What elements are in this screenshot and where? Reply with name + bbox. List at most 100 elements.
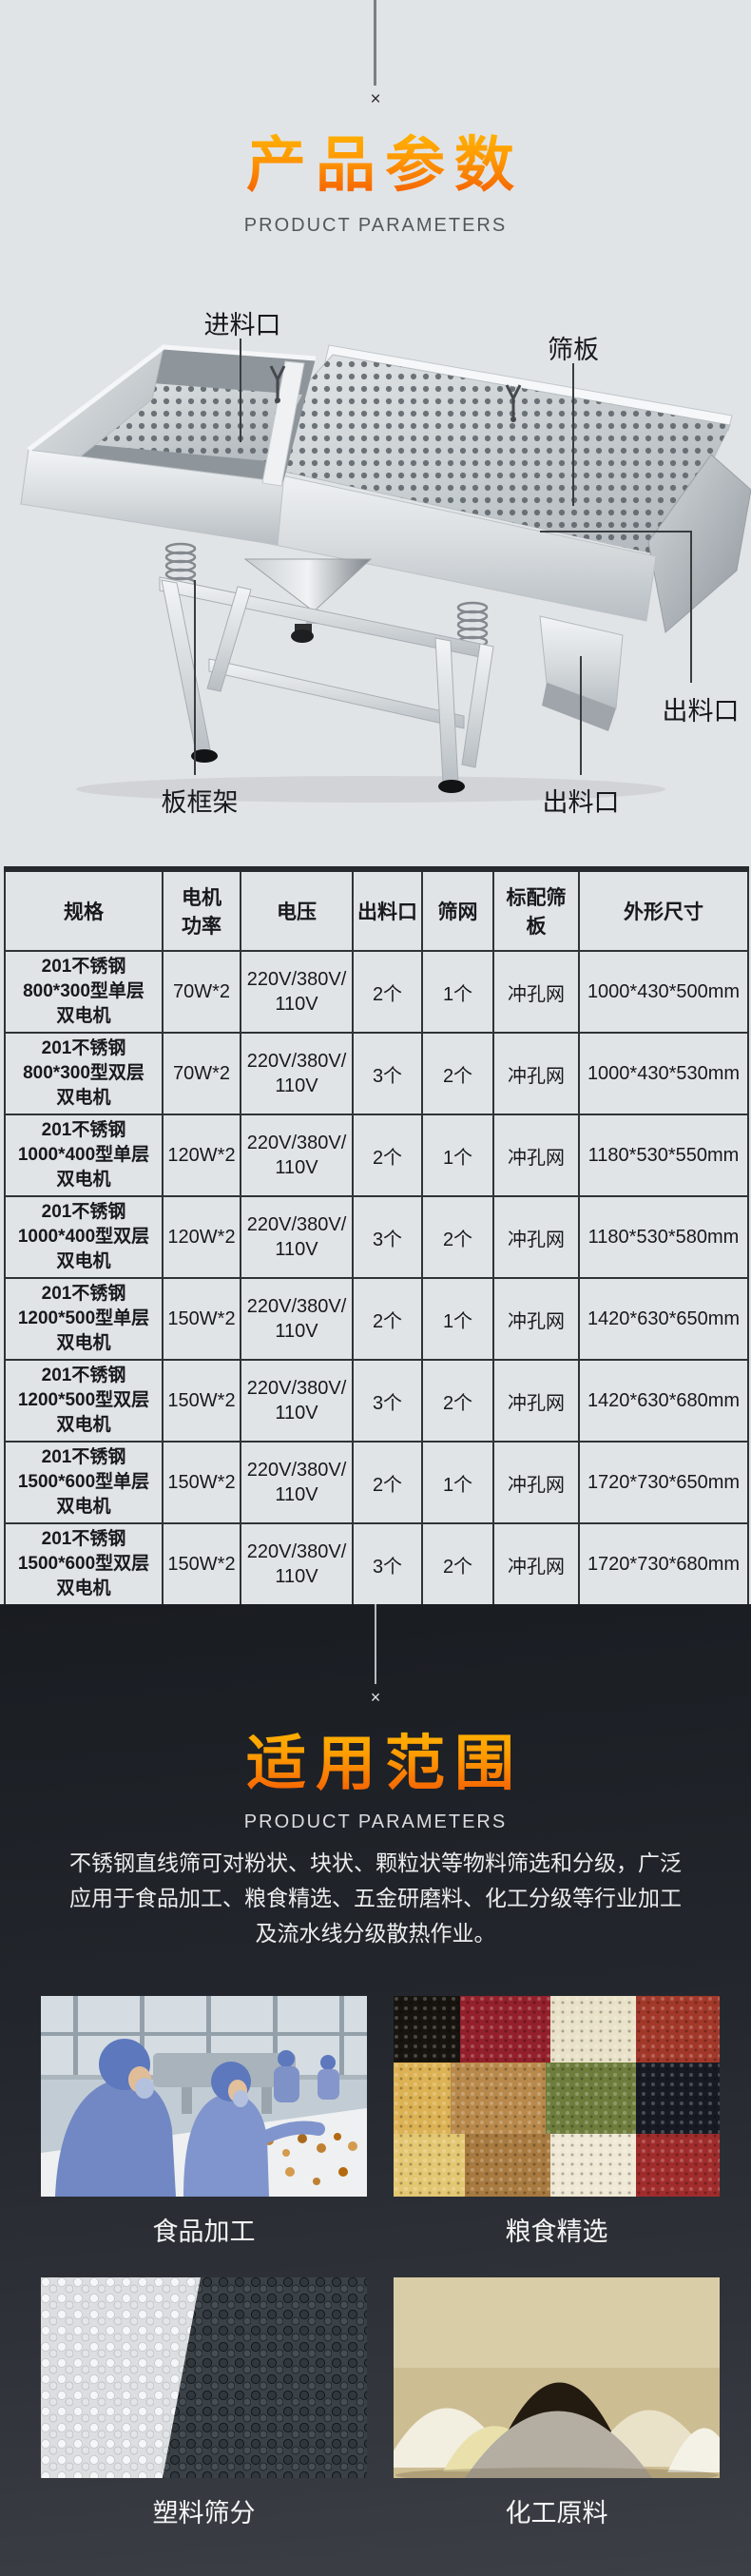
application-card-grain: 粮食精选 bbox=[394, 1996, 720, 2248]
cell-spec: 201不锈钢 800*300型双层 双电机 bbox=[4, 1032, 164, 1115]
cell-plate: 冲孔网 bbox=[492, 950, 580, 1034]
screen-deck bbox=[227, 344, 751, 633]
cell-outlets: 2个 bbox=[352, 950, 423, 1034]
table-row: 201不锈钢 1000*400型双层 双电机 120W*2 220V/380V/11… bbox=[4, 1195, 749, 1279]
cell-screens: 2个 bbox=[421, 1359, 494, 1443]
application-label: 粮食精选 bbox=[505, 2218, 608, 2246]
cell-size: 1720*730*650mm bbox=[578, 1441, 749, 1524]
application-label: 化工原料 bbox=[505, 2499, 608, 2528]
section-subtitle: PRODUCT PARAMETERS bbox=[243, 215, 508, 236]
cell-screens: 2个 bbox=[421, 1032, 494, 1115]
application-card-plastic: 塑料筛分 bbox=[41, 2277, 367, 2529]
photo-chemical-materials bbox=[394, 2277, 720, 2478]
cell-spec: 201不锈钢 1500*600型双层 双电机 bbox=[4, 1522, 164, 1606]
cell-outlets: 2个 bbox=[352, 1441, 423, 1524]
cell-outlets: 3个 bbox=[352, 1522, 423, 1606]
table-header-row: 规格 电机 功率 电压 出料口 筛网 标配筛板 外形尺寸 bbox=[4, 868, 749, 952]
header-plate: 标配筛板 bbox=[492, 868, 580, 952]
table-row: 201不锈钢 1200*500型单层 双电机 150W*2 220V/380V/11… bbox=[4, 1277, 749, 1361]
cell-power: 150W*2 bbox=[162, 1522, 241, 1606]
cell-spec: 201不锈钢 1200*500型单层 双电机 bbox=[4, 1277, 164, 1361]
divider-line-dark bbox=[375, 1604, 376, 1684]
clamp-bolts bbox=[269, 365, 522, 422]
cell-size: 1000*430*500mm bbox=[578, 950, 749, 1034]
section-application-range: × 适用范围 PRODUCT PARAMETERS 不锈钢直线筛可对粉状、块状、… bbox=[0, 1604, 751, 2576]
table-row: 201不锈钢 1500*600型双层 双电机 150W*2 220V/380V/11… bbox=[4, 1522, 749, 1606]
section-title: 产品参数 bbox=[0, 131, 751, 200]
cell-spec: 201不锈钢 800*300型单层 双电机 bbox=[4, 950, 164, 1034]
cell-plate: 冲孔网 bbox=[492, 1277, 580, 1361]
cell-size: 1420*630*680mm bbox=[578, 1359, 749, 1443]
cell-plate: 冲孔网 bbox=[492, 1032, 580, 1115]
divider-line bbox=[374, 0, 376, 86]
callout-feed-inlet: 进料口 bbox=[203, 311, 281, 339]
cell-power: 120W*2 bbox=[162, 1114, 241, 1197]
leader-outlet-right-h bbox=[540, 531, 692, 533]
cell-voltage: 220V/380V/110V bbox=[240, 1441, 354, 1524]
spec-table: 规格 电机 功率 电压 出料口 筛网 标配筛板 外形尺寸 201不锈钢 800*30… bbox=[4, 866, 749, 1606]
section-subtitle-dark: PRODUCT PARAMETERS bbox=[243, 1811, 508, 1832]
photo-food-processing bbox=[41, 1996, 367, 2197]
application-label: 食品加工 bbox=[152, 2218, 256, 2246]
cell-plate: 冲孔网 bbox=[492, 1441, 580, 1524]
cell-voltage: 220V/380V/110V bbox=[240, 1032, 354, 1115]
header-screens: 筛网 bbox=[421, 868, 494, 952]
support-frame bbox=[159, 576, 494, 793]
table-row: 201不锈钢 800*300型单层 双电机 70W*2 220V/380V/110V… bbox=[4, 950, 749, 1034]
ground-shadow bbox=[76, 776, 665, 803]
feed-hopper bbox=[20, 344, 317, 546]
cell-screens: 2个 bbox=[421, 1195, 494, 1279]
cell-screens: 1个 bbox=[421, 1277, 494, 1361]
cell-size: 1000*430*530mm bbox=[578, 1032, 749, 1115]
callout-outlet-bottom: 出料口 bbox=[542, 788, 620, 817]
cell-screens: 2个 bbox=[421, 1522, 494, 1606]
cell-spec: 201不锈钢 1200*500型双层 双电机 bbox=[4, 1359, 164, 1443]
cell-power: 150W*2 bbox=[162, 1359, 241, 1443]
cell-voltage: 220V/380V/110V bbox=[240, 950, 354, 1034]
section-title-dark: 适用范围 bbox=[0, 1730, 751, 1798]
header-motor-power: 电机 功率 bbox=[162, 868, 241, 952]
cell-plate: 冲孔网 bbox=[492, 1114, 580, 1197]
leader-feed-inlet bbox=[240, 339, 241, 442]
cell-power: 70W*2 bbox=[162, 950, 241, 1034]
application-card-food: 食品加工 bbox=[41, 1996, 367, 2248]
cell-plate: 冲孔网 bbox=[492, 1359, 580, 1443]
application-label: 塑料筛分 bbox=[152, 2499, 256, 2528]
leader-outlet-right-v bbox=[690, 531, 692, 683]
cell-outlets: 3个 bbox=[352, 1359, 423, 1443]
divider-x-mark: × bbox=[370, 89, 381, 109]
cell-size: 1180*530*550mm bbox=[578, 1114, 749, 1197]
cell-power: 150W*2 bbox=[162, 1277, 241, 1361]
header-spec: 规格 bbox=[4, 868, 164, 952]
cell-voltage: 220V/380V/110V bbox=[240, 1359, 354, 1443]
leader-screen-plate bbox=[572, 363, 574, 506]
cell-outlets: 3个 bbox=[352, 1032, 423, 1115]
leader-outlet-bottom bbox=[580, 656, 582, 775]
cell-size: 1720*730*680mm bbox=[578, 1522, 749, 1606]
application-description: 不锈钢直线筛可对粉状、块状、颗粒状等物料筛选和分级，广泛应用于食品加工、粮食精选… bbox=[69, 1850, 682, 1946]
cell-voltage: 220V/380V/110V bbox=[240, 1277, 354, 1361]
header-voltage: 电压 bbox=[240, 868, 354, 952]
cell-power: 120W*2 bbox=[162, 1195, 241, 1279]
callout-frame: 板框架 bbox=[161, 788, 239, 817]
divider-x-mark-dark: × bbox=[370, 1688, 381, 1707]
photo-grain-selection bbox=[394, 1996, 720, 2197]
cell-power: 70W*2 bbox=[162, 1032, 241, 1115]
table-row: 201不锈钢 1000*400型单层 双电机 120W*2 220V/380V/11… bbox=[4, 1114, 749, 1197]
table-row: 201不锈钢 1500*600型单层 双电机 150W*2 220V/380V/11… bbox=[4, 1441, 749, 1524]
cell-screens: 1个 bbox=[421, 1441, 494, 1524]
callout-outlet-right: 出料口 bbox=[662, 697, 740, 726]
cell-outlets: 3个 bbox=[352, 1195, 423, 1279]
cell-spec: 201不锈钢 1500*600型单层 双电机 bbox=[4, 1441, 164, 1524]
header-outlets: 出料口 bbox=[352, 868, 423, 952]
header-size: 外形尺寸 bbox=[578, 868, 749, 952]
cell-voltage: 220V/380V/110V bbox=[240, 1522, 354, 1606]
callout-screen-plate: 筛板 bbox=[548, 336, 599, 364]
cell-screens: 1个 bbox=[421, 950, 494, 1034]
machine-illustration bbox=[20, 344, 751, 803]
section-product-parameters: × 产品参数 PRODUCT PARAMETERS bbox=[0, 0, 751, 1606]
table-row: 201不锈钢 800*300型双层 双电机 70W*2 220V/380V/110V… bbox=[4, 1032, 749, 1115]
cell-spec: 201不锈钢 1000*400型单层 双电机 bbox=[4, 1114, 164, 1197]
application-card-chemical: 化工原料 bbox=[394, 2277, 720, 2529]
cell-voltage: 220V/380V/110V bbox=[240, 1114, 354, 1197]
